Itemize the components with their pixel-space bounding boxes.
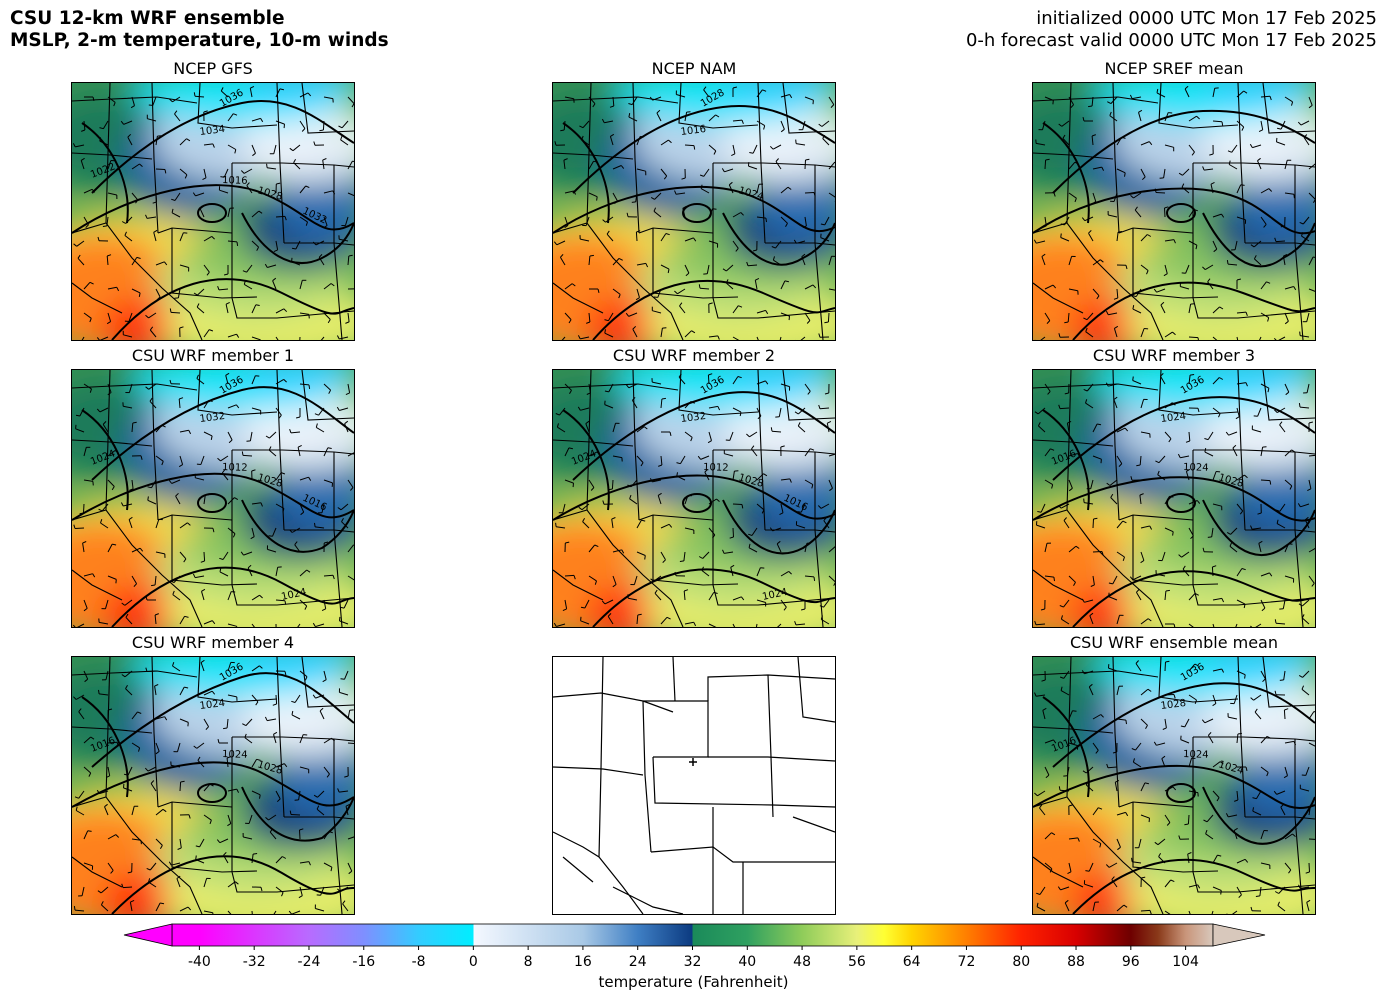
colorbar-tick-label: 48 <box>793 954 811 970</box>
panel-title: CSU WRF member 1 <box>131 346 295 365</box>
temperature-colorbar: -40 -32 -24 -16 -8 0 8 16 24 32 40 48 56 64 72 80 88 96 10… <box>123 923 1266 970</box>
isobar-label: 1024 <box>1183 749 1209 761</box>
panel-title: NCEP GFS <box>173 59 253 78</box>
title-line-2: MSLP, 2-m temperature, 10-m winds <box>10 30 389 51</box>
forecast-time-info: initialized 0000 UTC Mon 17 Feb 2025 0-h… <box>966 8 1377 52</box>
map-ncep-gfs: 1036 1034 1028 1022 1016 1032 <box>71 82 355 341</box>
colorbar-tick-label: 88 <box>1067 954 1085 970</box>
panel-title: CSU WRF ensemble mean <box>1069 633 1278 652</box>
map-csu-wrf-member-4: 1036 1024 1028 1016 1024 <box>71 656 355 915</box>
map-csu-wrf-member-2: 1036 1032 1028 1024 1012 1016 1024 <box>552 369 836 628</box>
colorbar-tick-label: 104 <box>1172 954 1199 970</box>
isobar-label: 1034 <box>199 124 226 138</box>
colorbar-tick-label: 40 <box>738 954 756 970</box>
panel-title: CSU WRF member 2 <box>612 346 776 365</box>
colorbar-max-arrow <box>1212 923 1266 947</box>
isobar-label: 1024 <box>761 587 788 603</box>
colorbar-tick-label: -24 <box>298 954 321 970</box>
valid-time: 0-h forecast valid 0000 UTC Mon 17 Feb 2… <box>965 30 1377 51</box>
title-line-1: CSU 12-km WRF ensemble <box>10 8 285 29</box>
colorbar-tick-label: 8 <box>524 954 533 970</box>
figure-title: CSU 12-km WRF ensemble MSLP, 2-m tempera… <box>10 8 389 52</box>
colorbar-tick-label: 56 <box>848 954 866 970</box>
map-csu-wrf-member-3: 1036 1024 1028 1016 1024 <box>1032 369 1316 628</box>
panel-title: NCEP SREF mean <box>1104 59 1244 78</box>
colorbar-tick-label: -32 <box>243 954 266 970</box>
isobar-label: 1024 <box>199 698 226 712</box>
isobar-label: 1012 <box>703 462 729 474</box>
colorbar-tick-label: -16 <box>352 954 375 970</box>
map-ncep-sref-mean <box>1032 82 1316 341</box>
colorbar-tick-label: 16 <box>574 954 592 970</box>
colorbar-tick-label: 80 <box>1012 954 1030 970</box>
map-csu-wrf-member-1: 1036 1032 1028 1024 1012 1016 1024 <box>71 369 355 628</box>
isobar-label: 1024 <box>1160 411 1187 425</box>
colorbar-min-arrow <box>123 923 173 947</box>
isobar-label: 1012 <box>222 462 248 474</box>
panel-title: NCEP NAM <box>651 59 737 78</box>
isobar-label: 1016 <box>222 175 248 187</box>
colorbar-tick-label: 32 <box>684 954 702 970</box>
isobar-label: 1024 <box>280 587 307 603</box>
map-ncep-nam: 1028 1016 1024 <box>552 82 836 341</box>
map-domain-boundaries <box>552 656 836 915</box>
colorbar-tick-label: 96 <box>1122 954 1140 970</box>
panel-title: CSU WRF member 3 <box>1092 346 1256 365</box>
colorbar-label: temperature (Fahrenheit) <box>598 973 789 991</box>
isobar-label: 1032 <box>199 411 226 425</box>
panel-title: CSU WRF member 4 <box>131 633 295 652</box>
isobar-label: 1016 <box>680 124 707 138</box>
colorbar-tick-label: 64 <box>903 954 921 970</box>
isobar-label: 1028 <box>1160 698 1187 712</box>
colorbar-tick-label: -40 <box>188 954 211 970</box>
init-time: initialized 0000 UTC Mon 17 Feb 2025 <box>1036 8 1377 29</box>
map-csu-wrf-ensemble-mean: 1036 1028 1024 1016 1024 <box>1032 656 1316 915</box>
isobar-label: 1024 <box>222 749 248 761</box>
center-marker <box>689 758 697 766</box>
isobar-label: 1032 <box>680 411 707 425</box>
colorbar-tick-label: -8 <box>412 954 426 970</box>
isobar-label: 1024 <box>1183 462 1209 474</box>
colorbar-tick-label: 24 <box>629 954 647 970</box>
colorbar-tick-label: 0 <box>469 954 478 970</box>
colorbar-tick-label: 72 <box>958 954 976 970</box>
